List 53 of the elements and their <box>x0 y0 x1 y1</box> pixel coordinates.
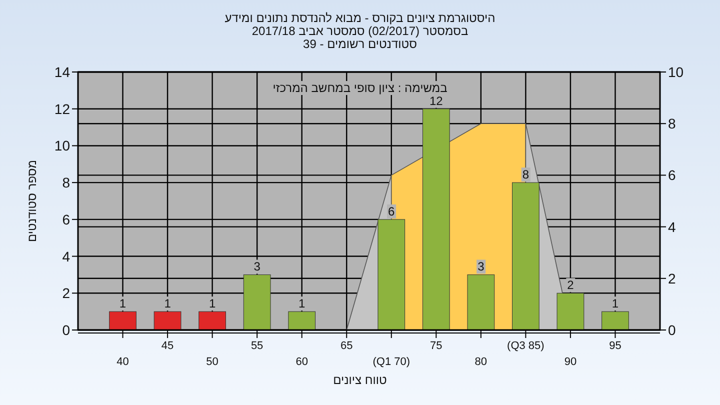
x-tick-label: (Q3 85) <box>507 340 544 352</box>
x-tick-label: 75 <box>430 340 442 352</box>
x-tick-label: 40 <box>116 356 129 368</box>
chart-title: היסטוגרמת ציונים בקורס - מבוא להנדסת נתונים ומידע <box>224 11 496 25</box>
y2-tick-label: 10 <box>668 64 684 80</box>
bar <box>422 108 450 330</box>
bar <box>109 311 136 330</box>
x-tick-label: 90 <box>564 356 577 368</box>
data-label: 1 <box>119 296 126 311</box>
text: סטודנטים רשומים - 39 <box>303 37 418 51</box>
y-tick-label: 6 <box>62 211 70 228</box>
data-label: 2 <box>567 278 574 292</box>
annotation: במשימה : ציון סופי במחשב המרכזי <box>272 81 448 95</box>
y2-tick-label: 0 <box>668 322 676 338</box>
data-label: 8 <box>522 168 530 182</box>
chart-subtitle: בסמסטר (02/2017) סמסטר אביב 2017/18 <box>252 24 468 38</box>
x-tick-label: 45 <box>161 340 174 352</box>
x-tick-label: 55 <box>250 340 264 352</box>
bar <box>467 274 495 330</box>
data-label: 1 <box>612 296 619 311</box>
y-tick-label: 12 <box>54 100 70 117</box>
bar <box>198 311 226 330</box>
x-tick-label: (Q1 70) <box>372 356 410 368</box>
y2-tick-label: 6 <box>668 167 676 184</box>
bar <box>243 274 271 330</box>
y-tick-label: 14 <box>54 64 70 80</box>
bar <box>602 311 629 330</box>
x-tick-label: 65 <box>340 340 353 352</box>
data-label: 1 <box>208 296 216 311</box>
y2-tick-label: 2 <box>668 270 676 286</box>
data-label: 1 <box>298 296 306 311</box>
bar <box>556 292 584 330</box>
x-tick-label: 80 <box>474 356 488 368</box>
y-tick-label: 0 <box>62 322 70 338</box>
bar <box>154 311 182 330</box>
y-tick-label: 10 <box>54 138 70 154</box>
y2-tick-label: 8 <box>668 116 676 132</box>
data-label: 6 <box>388 204 396 218</box>
x-tick-label: 50 <box>206 356 218 368</box>
data-label: 3 <box>478 260 485 274</box>
x-tick-label: 60 <box>296 356 308 368</box>
x-tick-label: 95 <box>609 340 622 352</box>
y-tick-label: 8 <box>62 174 70 191</box>
x-axis-title: טווח ציונים <box>333 373 388 387</box>
data-label: 12 <box>429 94 444 108</box>
y2-tick-label: 4 <box>668 218 676 235</box>
y-tick-label: 4 <box>62 248 70 264</box>
bar <box>378 219 406 330</box>
data-label: 1 <box>164 296 172 311</box>
bar <box>288 311 316 330</box>
y-axis-title: מספר סטודנטים <box>25 160 39 242</box>
data-label: 3 <box>254 260 261 274</box>
y-tick-label: 2 <box>62 285 70 302</box>
